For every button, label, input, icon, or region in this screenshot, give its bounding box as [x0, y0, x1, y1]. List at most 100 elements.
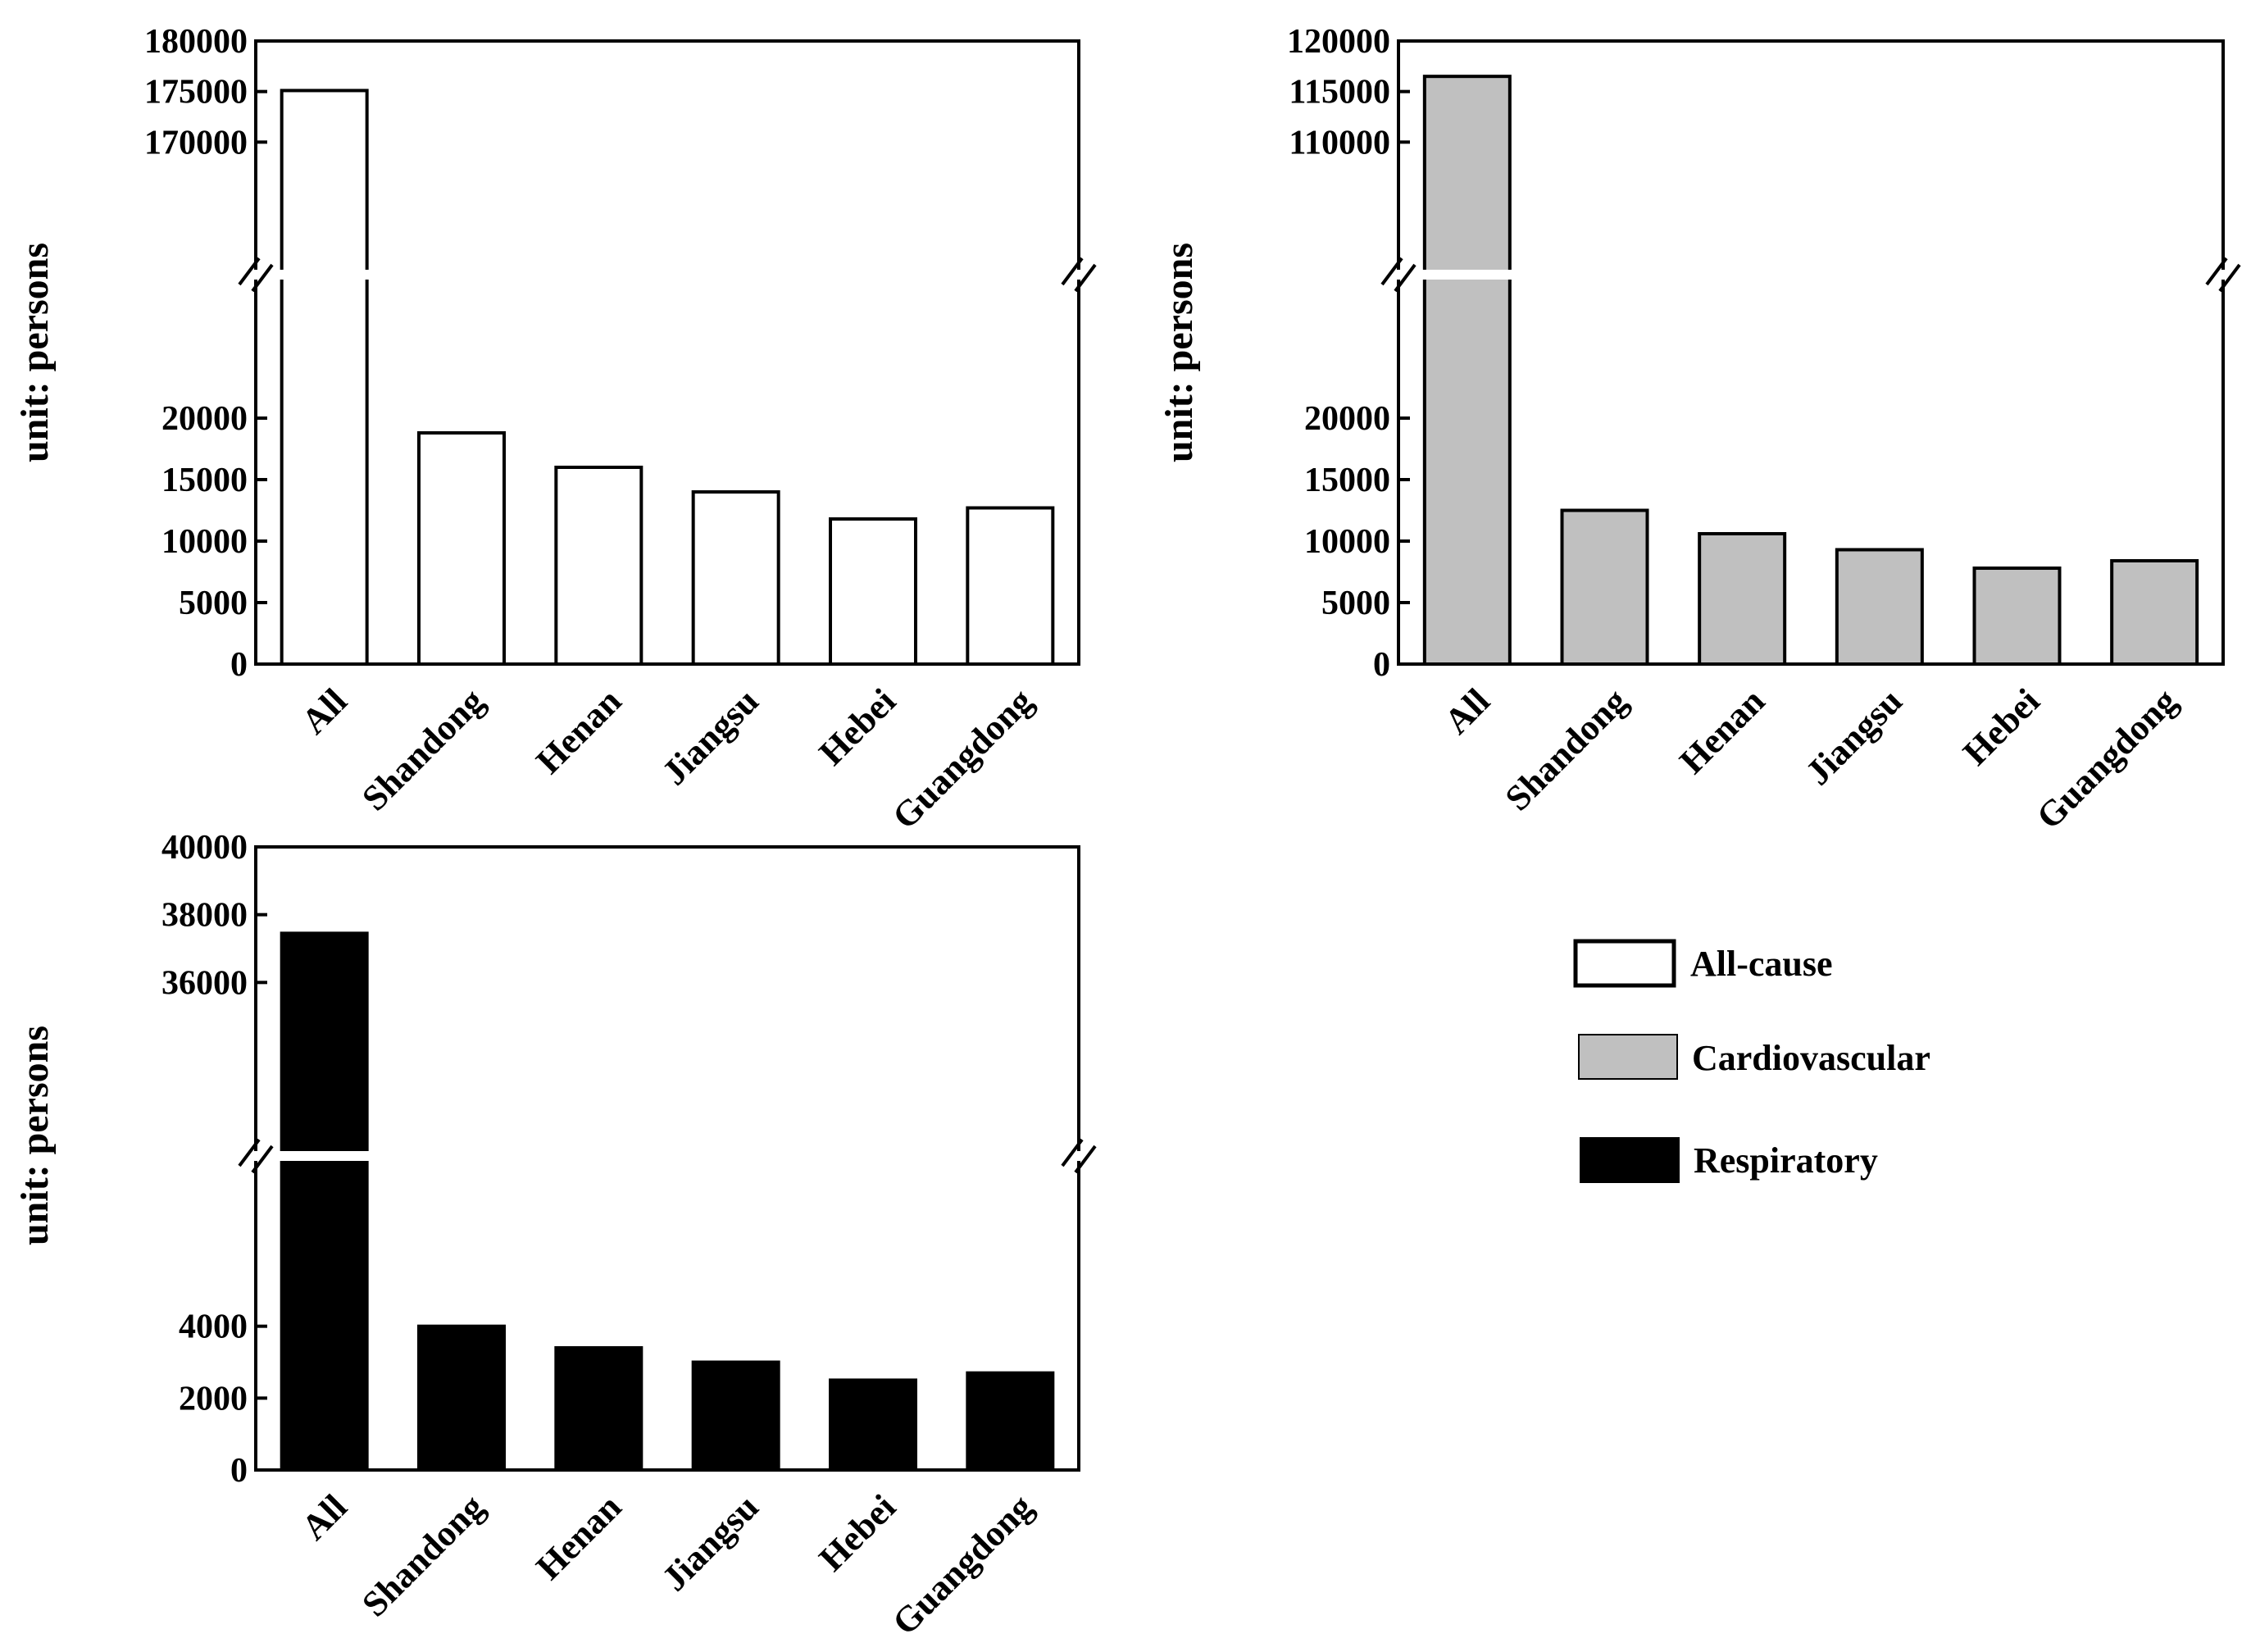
axis-break-gap-right	[1074, 270, 1084, 280]
x-tick-label-henan: Henan	[1671, 680, 1772, 781]
y-tick-label-lower: 0	[1373, 646, 1390, 684]
x-tick-label-all: All	[1436, 680, 1497, 741]
axis-break-slash	[251, 1145, 274, 1174]
axis-break-slash	[238, 1138, 261, 1167]
y-axis-label: unit: persons	[13, 1026, 57, 1245]
x-tick-label-guangdong: Guangdong	[884, 1486, 1040, 1642]
axis-break-mark-left	[238, 257, 274, 293]
y-tick-label-lower: 20000	[161, 400, 248, 438]
y-tick-label-lower: 0	[230, 646, 248, 684]
x-tick-label-shandong: Shandong	[1498, 680, 1635, 818]
legend-swatch-all-cause	[1573, 939, 1676, 988]
axis-break-slash	[1074, 263, 1097, 293]
plot-frame	[1397, 39, 2225, 666]
y-tick-label-lower: 15000	[161, 462, 248, 499]
x-tick-label-jiangsu: Jiangsu	[654, 1486, 766, 1599]
y-tick-label-lower: 20000	[1304, 400, 1390, 438]
x-tick-label-jiangsu: Jiangsu	[1798, 680, 1910, 793]
axis-break-slash	[1380, 257, 1403, 286]
y-tick-label-upper: 36000	[161, 964, 248, 1002]
y-tick-label-lower: 10000	[1304, 523, 1390, 561]
bar-jiangsu	[1835, 548, 1924, 666]
x-tick-label-henan: Henan	[529, 680, 630, 781]
axis-break-slash	[251, 263, 274, 293]
axis-break-gap	[278, 270, 371, 280]
y-tick-label-lower: 4000	[179, 1308, 248, 1346]
axis-break-mark-left	[238, 1138, 274, 1174]
bar-all	[1422, 75, 1512, 666]
x-tick-label-hebei: Hebei	[812, 680, 903, 772]
axis-break-slash	[1394, 263, 1417, 293]
bar-all	[280, 931, 369, 1472]
axis-break-gap-left	[1394, 270, 1403, 280]
bar-hebei	[829, 517, 917, 666]
legend-swatch-respiratory	[1580, 1137, 1680, 1183]
bar-jiangsu	[691, 1360, 780, 1472]
x-tick-label-all: All	[293, 1486, 354, 1547]
bar-all	[280, 89, 369, 666]
legend: All-cause Cardiovascular Respiratory	[1573, 939, 1930, 1183]
y-tick-label-upper: 175000	[144, 74, 248, 111]
axis-break-gap	[1421, 270, 1513, 280]
bar-guangdong	[2110, 559, 2199, 666]
y-tick-label-lower: 5000	[179, 585, 248, 622]
bar-guangdong	[966, 1371, 1055, 1472]
legend-swatch-cardiovascular	[1578, 1034, 1678, 1080]
x-tick-label-shandong: Shandong	[354, 680, 492, 818]
bar-shandong	[417, 431, 506, 666]
axis-break-gap	[278, 1151, 371, 1161]
axis-break-slash	[1061, 1138, 1084, 1167]
x-tick-label-henan: Henan	[529, 1486, 630, 1587]
axis-break-gap-left	[251, 1151, 261, 1161]
x-tick-label-guangdong: Guangdong	[884, 680, 1040, 836]
bar-hebei	[829, 1378, 917, 1472]
axis-break-slash	[1074, 1145, 1097, 1174]
axis-break-mark-right	[1061, 1138, 1097, 1174]
axis-break-mark-right	[2205, 257, 2241, 293]
axis-break-mark-left	[1380, 257, 1417, 293]
y-axis-label: unit: persons	[1157, 243, 1201, 462]
axis-break-slash	[2218, 263, 2241, 293]
x-tick-label-guangdong: Guangdong	[2029, 680, 2185, 836]
bar-guangdong	[966, 506, 1055, 666]
bar-shandong	[1560, 508, 1649, 666]
y-tick-label-upper: 40000	[161, 829, 248, 867]
axis-break-gap-left	[251, 270, 261, 280]
x-tick-label-hebei: Hebei	[1955, 680, 2047, 772]
axis-break-gap-right	[1074, 1151, 1084, 1161]
plot-frame	[254, 845, 1080, 1472]
y-axis-label: unit: persons	[13, 243, 57, 462]
bar-henan	[1698, 532, 1787, 666]
legend-label-respiratory: Respiratory	[1694, 1140, 1878, 1181]
axis-break-slash	[1061, 257, 1084, 286]
axis-break-mark-right	[1061, 257, 1097, 293]
legend-label-all-cause: All-cause	[1690, 944, 1833, 984]
y-tick-label-upper: 38000	[161, 897, 248, 935]
y-tick-label-lower: 0	[230, 1452, 248, 1490]
y-tick-label-upper: 115000	[1289, 74, 1390, 111]
legend-label-cardiovascular: Cardiovascular	[1692, 1038, 1930, 1078]
axis-break-slash	[2205, 257, 2228, 286]
y-tick-label-upper: 110000	[1289, 124, 1390, 162]
y-tick-label-lower: 15000	[1304, 462, 1390, 499]
x-tick-label-shandong: Shandong	[354, 1486, 492, 1624]
y-tick-label-upper: 180000	[144, 23, 248, 61]
bar-shandong	[417, 1324, 506, 1472]
y-tick-label-lower: 5000	[1321, 585, 1390, 622]
axis-break-gap-right	[2218, 270, 2228, 280]
y-tick-label-lower: 2000	[179, 1380, 248, 1418]
bar-jiangsu	[691, 490, 780, 666]
plot-frame	[254, 39, 1080, 666]
x-tick-label-all: All	[293, 680, 354, 741]
bar-hebei	[1972, 567, 2062, 666]
y-tick-label-upper: 120000	[1287, 23, 1390, 61]
y-tick-label-upper: 170000	[144, 124, 248, 162]
x-tick-label-hebei: Hebei	[812, 1486, 903, 1578]
bar-henan	[554, 1345, 643, 1472]
x-tick-label-jiangsu: Jiangsu	[654, 680, 766, 793]
bar-henan	[554, 466, 643, 666]
